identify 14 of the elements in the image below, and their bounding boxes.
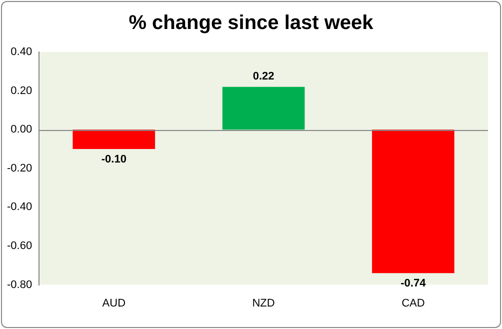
x-tick-label: CAD (402, 297, 425, 310)
chart-title: % change since last week (128, 12, 374, 35)
y-tick-label: 0.40 (10, 46, 32, 58)
y-tick-label: -0.40 (6, 201, 32, 214)
data-label: -0.10 (101, 154, 126, 166)
x-tick-label: AUD (102, 297, 126, 310)
y-tick-label: 0.00 (10, 124, 32, 136)
x-tick-label: NZD (252, 297, 275, 310)
y-tick-label: -0.80 (6, 278, 32, 291)
data-label: -0.74 (400, 278, 427, 290)
y-tick-label: 0.20 (10, 84, 32, 97)
y-tick-label: -0.20 (6, 162, 32, 174)
y-tick-label: -0.60 (6, 240, 32, 252)
data-label: 0.22 (252, 70, 274, 82)
